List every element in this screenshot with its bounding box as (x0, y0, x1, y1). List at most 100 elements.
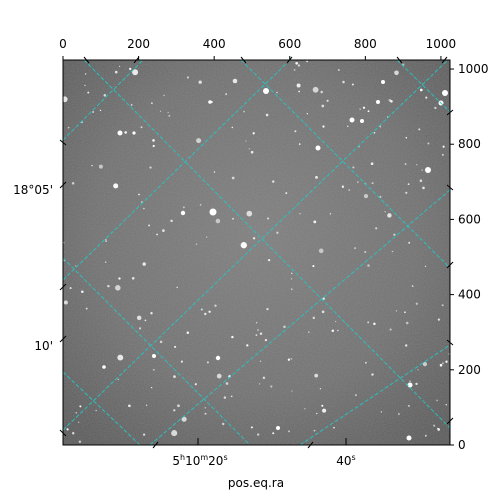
star (364, 250, 367, 254)
bright-star (152, 354, 156, 358)
star (351, 83, 354, 86)
star (266, 307, 269, 311)
star (67, 126, 70, 129)
star (276, 231, 279, 234)
grid-line (63, 257, 251, 445)
bright-star (406, 435, 412, 441)
star (298, 143, 301, 145)
star (177, 404, 180, 408)
star (259, 360, 262, 362)
star (195, 243, 198, 245)
y-tick-label: 200 (458, 363, 481, 377)
star (105, 239, 107, 241)
star (206, 236, 208, 238)
bright-star (208, 100, 212, 104)
star (173, 409, 176, 412)
star (417, 369, 419, 371)
star (91, 164, 93, 167)
star (152, 368, 155, 371)
star (213, 171, 216, 173)
star (322, 125, 325, 128)
coordinate-grid (63, 60, 450, 445)
star (186, 331, 190, 334)
star (367, 264, 370, 267)
star (306, 60, 308, 63)
star (359, 108, 361, 110)
star (246, 210, 253, 217)
star (291, 272, 293, 275)
star (394, 70, 399, 76)
plot-frame (62, 59, 451, 446)
star (437, 427, 439, 430)
star (329, 213, 332, 215)
star (103, 94, 107, 97)
star (373, 132, 376, 134)
star (225, 93, 228, 96)
star (312, 316, 316, 320)
star (424, 434, 427, 437)
star (104, 261, 107, 263)
star (71, 182, 75, 185)
star (405, 191, 408, 194)
star (262, 376, 266, 380)
star (433, 424, 436, 427)
star (421, 169, 423, 171)
star (442, 362, 444, 365)
x-tick-label: 1000 (426, 37, 457, 51)
grid-line (63, 60, 449, 431)
sky-image (63, 60, 450, 445)
star (371, 373, 374, 376)
star (313, 429, 316, 432)
star (264, 338, 268, 342)
bright-star (425, 167, 431, 173)
star (245, 140, 247, 142)
star (199, 204, 202, 206)
star (437, 318, 441, 321)
star (196, 138, 202, 144)
star (151, 102, 153, 104)
star (285, 192, 288, 195)
star (354, 394, 357, 397)
grid-edge-ticks (59, 56, 454, 449)
bright-star (180, 210, 186, 216)
star (271, 180, 275, 183)
grid-line (240, 60, 450, 269)
star (231, 126, 234, 129)
star (206, 361, 209, 364)
star (341, 185, 345, 188)
x-tick-label: 0 (59, 37, 67, 51)
star (129, 67, 132, 71)
star (174, 345, 177, 348)
star (150, 386, 153, 389)
grid-line (396, 60, 450, 113)
star (384, 211, 386, 213)
star (84, 84, 86, 87)
bright-star (442, 90, 448, 96)
star (138, 193, 140, 196)
star (393, 233, 396, 236)
star (162, 229, 165, 232)
grid-line (63, 60, 291, 281)
star (78, 440, 82, 443)
star (142, 262, 146, 266)
star (405, 321, 409, 325)
star (409, 380, 411, 382)
star (168, 114, 171, 117)
star (105, 240, 107, 242)
star (290, 278, 293, 280)
star (297, 64, 301, 67)
star (348, 189, 350, 191)
star (416, 164, 418, 166)
star (316, 412, 318, 415)
star (131, 277, 135, 280)
star (204, 412, 207, 415)
star (364, 361, 367, 364)
star (159, 110, 162, 112)
star (436, 399, 438, 402)
star (225, 382, 229, 385)
star (66, 428, 69, 431)
star (363, 194, 369, 199)
bright-star (360, 119, 364, 123)
star (331, 329, 335, 333)
star (204, 407, 207, 409)
